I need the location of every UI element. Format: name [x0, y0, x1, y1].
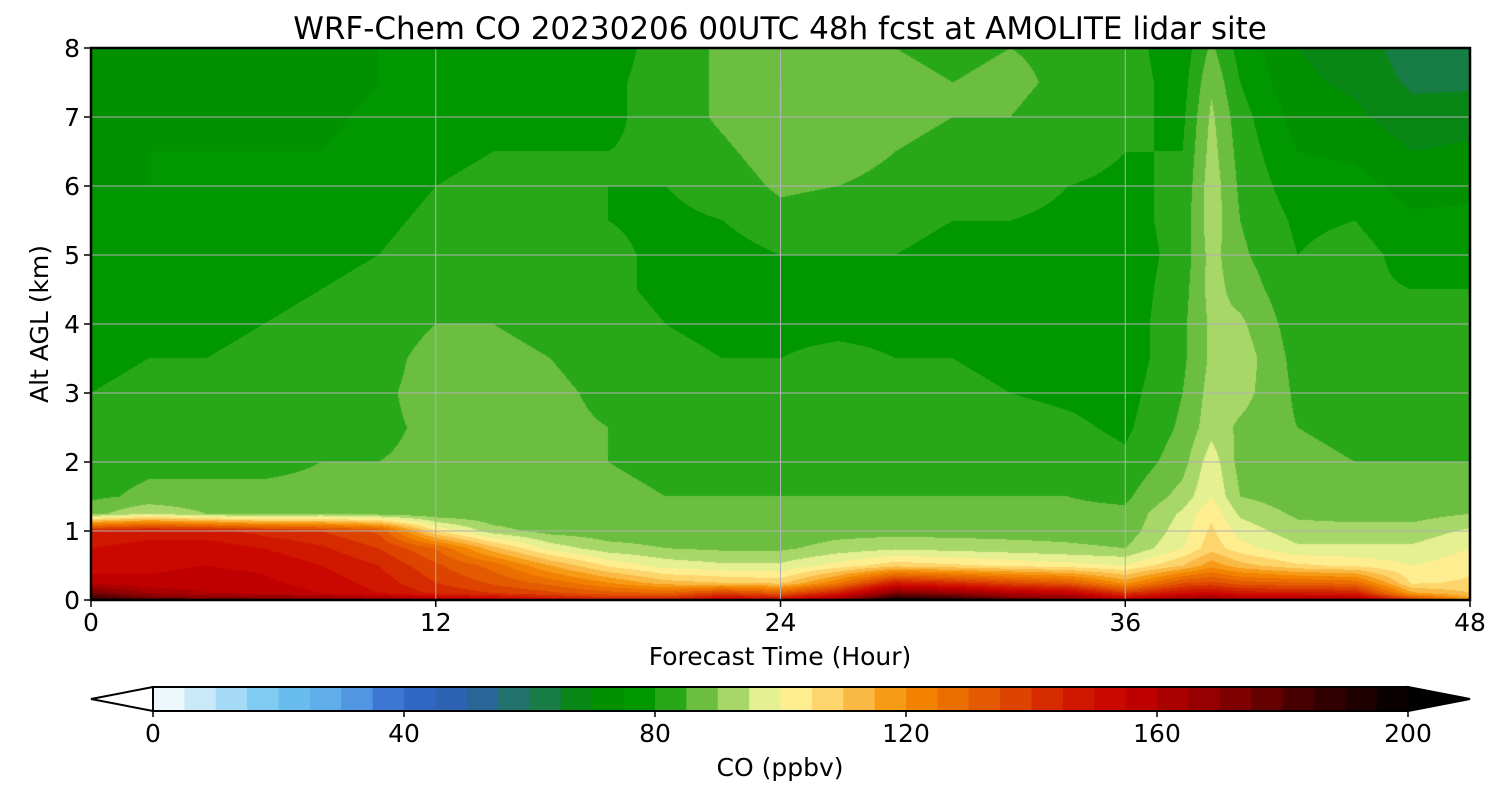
colorbar-segment	[843, 687, 876, 711]
colorbar-segment	[968, 687, 1001, 711]
colorbar-segment	[278, 687, 311, 711]
colorbar-extend-high	[1407, 685, 1471, 713]
y-tick-label: 7	[64, 103, 80, 132]
colorbar-segment	[153, 687, 185, 711]
y-tick-label: 4	[64, 310, 80, 339]
colorbar-segment	[247, 687, 280, 711]
colorbar-tick-label: 120	[882, 719, 930, 748]
colorbar-segment	[435, 687, 468, 711]
colorbar-segment	[1062, 687, 1095, 711]
y-tick-label: 0	[64, 586, 80, 615]
x-tick-label: 48	[1454, 608, 1486, 637]
colorbar-label: CO (ppbv)	[717, 753, 844, 782]
colorbar-tick-label: 80	[639, 719, 671, 748]
colorbar-segment	[1188, 687, 1221, 711]
y-tick-label: 5	[64, 241, 80, 270]
colorbar-segment	[623, 687, 656, 711]
x-tick-label: 24	[765, 608, 797, 637]
colorbar-segment	[498, 687, 531, 711]
colorbar-segment	[215, 687, 248, 711]
colorbar-tick-label: 0	[145, 719, 161, 748]
y-axis-label: Alt AGL (km)	[25, 245, 54, 403]
colorbar-segment	[1282, 687, 1315, 711]
colorbar-segment	[1094, 687, 1127, 711]
colorbar-segment	[1157, 687, 1189, 711]
chart-title: WRF-Chem CO 20230206 00UTC 48h fcst at A…	[293, 11, 1267, 47]
colorbar-tick-label: 160	[1133, 719, 1181, 748]
colorbar-segment	[1219, 687, 1252, 711]
colorbar-segment	[372, 687, 405, 711]
y-tick-label: 1	[64, 517, 80, 546]
colorbar-segment	[184, 687, 217, 711]
colorbar-segment	[404, 687, 436, 711]
colorbar-tick-label: 40	[388, 719, 420, 748]
colorbar-segment	[655, 687, 687, 711]
colorbar-segment	[1376, 687, 1409, 711]
colorbar-segment	[1000, 687, 1033, 711]
colorbar-segment	[811, 687, 844, 711]
colorbar-segment	[780, 687, 813, 711]
x-tick-label: 36	[1109, 608, 1141, 637]
colorbar-segment	[1313, 687, 1346, 711]
colorbar-segment	[717, 687, 750, 711]
x-axis-label: Forecast Time (Hour)	[649, 642, 912, 671]
colorbar-segment	[466, 687, 499, 711]
x-tick-label: 12	[420, 608, 452, 637]
colorbar-segment	[1125, 687, 1158, 711]
colorbar-segment	[560, 687, 593, 711]
colorbar-segment	[1345, 687, 1378, 711]
colorbar-segment	[529, 687, 562, 711]
colorbar-segment	[309, 687, 342, 711]
y-tick-label: 6	[64, 172, 80, 201]
colorbar-segment	[1031, 687, 1064, 711]
colorbar-segment	[592, 687, 625, 711]
x-axis: 0 12 24 36 48	[83, 600, 1486, 637]
y-tick-label: 2	[64, 448, 80, 477]
colorbar-segment	[341, 687, 374, 711]
colorbar-segment	[1251, 687, 1284, 711]
colorbar-segment	[686, 687, 719, 711]
colorbar-segment	[874, 687, 907, 711]
y-tick-label: 3	[64, 379, 80, 408]
colorbar: 0 40 80 120 160 200	[90, 685, 1471, 748]
colorbar-tick-label: 200	[1384, 719, 1432, 748]
colorbar-extend-low	[90, 685, 154, 713]
colorbar-segment	[937, 687, 970, 711]
colorbar-segment	[906, 687, 938, 711]
x-tick-label: 0	[83, 608, 99, 637]
y-axis: 0 1 2 3 4 5 6 7 8	[64, 34, 91, 615]
colorbar-segment	[749, 687, 782, 711]
y-tick-label: 8	[64, 34, 80, 63]
